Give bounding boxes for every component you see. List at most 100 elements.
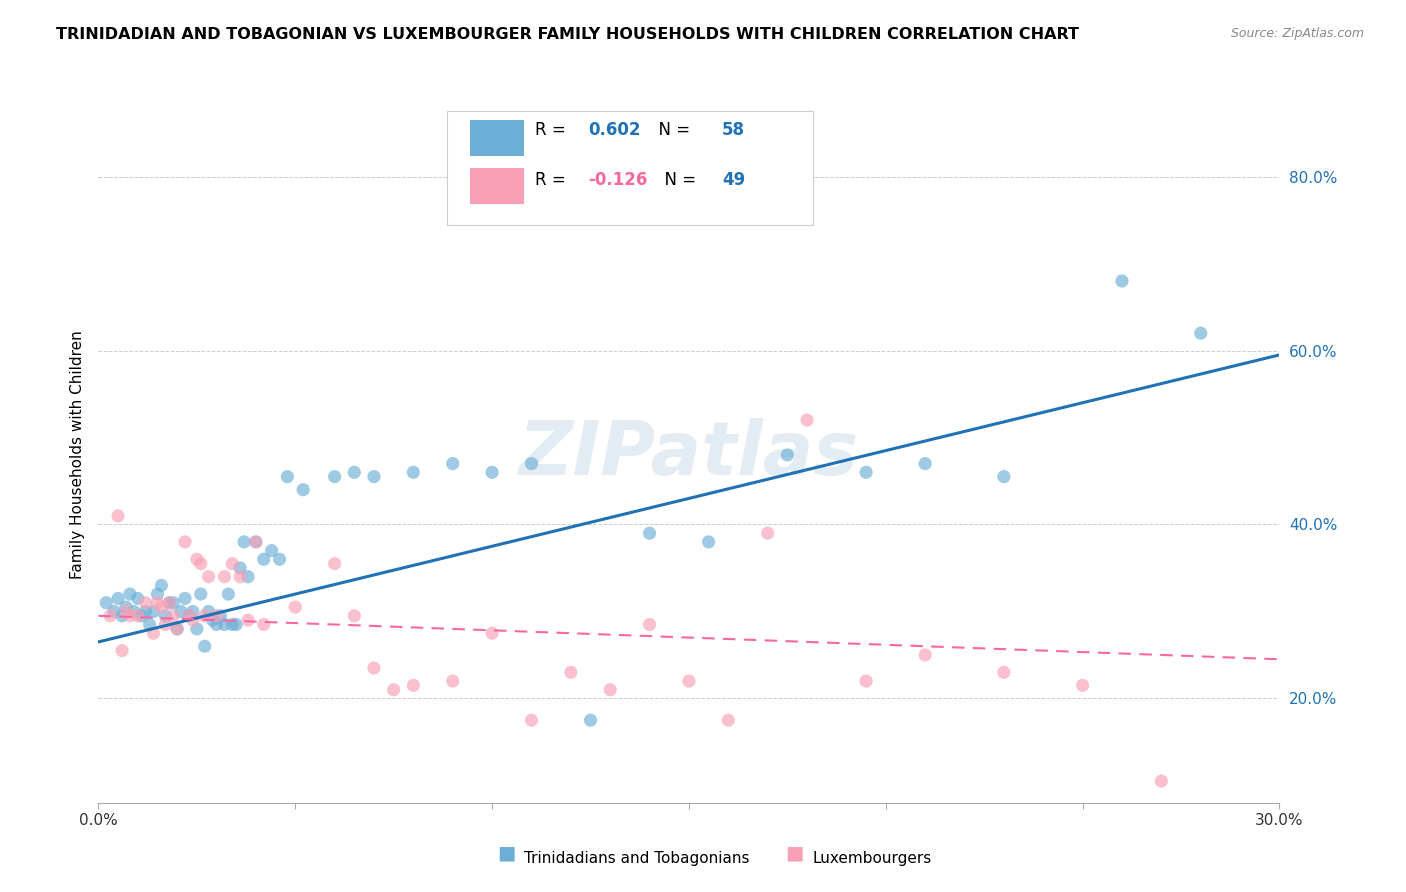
Point [214, 617, 236, 632]
Text: 49: 49 [723, 171, 745, 189]
Point [107, 508, 129, 523]
FancyBboxPatch shape [471, 120, 523, 156]
Point [520, 457, 543, 471]
Text: N =: N = [654, 171, 700, 189]
Text: -0.126: -0.126 [589, 171, 648, 189]
Point [115, 605, 138, 619]
Point [150, 600, 173, 615]
Point [993, 665, 1015, 680]
Point [96, 596, 118, 610]
Point [260, 543, 283, 558]
Point [363, 469, 385, 483]
FancyBboxPatch shape [447, 111, 813, 226]
Point [579, 713, 602, 727]
Point [127, 608, 149, 623]
Point [174, 591, 197, 606]
Point [142, 626, 165, 640]
Point [122, 605, 145, 619]
Text: Luxembourgers: Luxembourgers [813, 851, 932, 865]
Point [756, 526, 779, 541]
Text: ZIPatlas: ZIPatlas [519, 418, 859, 491]
Point [205, 617, 228, 632]
Point [343, 608, 366, 623]
Point [157, 596, 180, 610]
Point [221, 617, 243, 632]
Text: TRINIDADIAN AND TOBAGONIAN VS LUXEMBOURGER FAMILY HOUSEHOLDS WITH CHILDREN CORRE: TRINIDADIAN AND TOBAGONIAN VS LUXEMBOURG… [56, 27, 1080, 42]
Point [599, 682, 621, 697]
Point [214, 570, 236, 584]
Point [186, 622, 208, 636]
Point [993, 469, 1015, 483]
Y-axis label: Family Households with Children: Family Households with Children [69, 331, 84, 579]
Point [855, 674, 877, 689]
Point [697, 534, 720, 549]
Point [155, 617, 177, 632]
Point [678, 674, 700, 689]
Point [181, 613, 204, 627]
Point [107, 591, 129, 606]
Point [914, 457, 936, 471]
Point [190, 557, 212, 571]
Point [363, 661, 385, 675]
Point [229, 570, 252, 584]
Point [292, 483, 315, 497]
Point [855, 466, 877, 480]
Point [174, 534, 197, 549]
Point [441, 674, 464, 689]
Point [225, 617, 247, 632]
Point [217, 587, 239, 601]
Point [194, 608, 217, 623]
Point [520, 713, 543, 727]
Point [157, 596, 180, 610]
Text: R =: R = [536, 171, 571, 189]
Text: 0.602: 0.602 [589, 121, 641, 139]
Text: ■: ■ [785, 843, 804, 862]
Text: Source: ZipAtlas.com: Source: ZipAtlas.com [1230, 27, 1364, 40]
Point [638, 526, 661, 541]
Point [221, 557, 243, 571]
Point [253, 552, 276, 566]
Point [138, 617, 160, 632]
Point [1150, 774, 1173, 789]
Point [229, 561, 252, 575]
Point [98, 608, 121, 623]
Point [194, 639, 217, 653]
Point [115, 600, 138, 615]
Point [914, 648, 936, 662]
Point [186, 552, 208, 566]
Point [111, 643, 134, 657]
Point [181, 605, 204, 619]
Point [146, 596, 169, 610]
Point [150, 578, 173, 592]
Point [776, 448, 799, 462]
Point [201, 613, 224, 627]
Point [205, 608, 228, 623]
Point [1189, 326, 1212, 340]
Point [402, 678, 425, 692]
Point [162, 596, 184, 610]
Point [796, 413, 818, 427]
Point [177, 608, 200, 623]
Point [118, 587, 141, 601]
Point [481, 626, 503, 640]
Point [111, 608, 134, 623]
Point [146, 587, 169, 601]
Point [209, 608, 232, 623]
Point [236, 613, 259, 627]
Point [190, 587, 212, 601]
Point [382, 682, 405, 697]
Point [284, 600, 307, 615]
Point [135, 605, 157, 619]
Point [441, 457, 464, 471]
Text: 58: 58 [723, 121, 745, 139]
Point [236, 570, 259, 584]
Point [131, 608, 153, 623]
Text: Trinidadians and Tobagonians: Trinidadians and Tobagonians [524, 851, 749, 865]
Text: N =: N = [648, 121, 695, 139]
Point [197, 605, 219, 619]
Point [177, 608, 200, 623]
Point [323, 469, 346, 483]
Point [135, 596, 157, 610]
Point [560, 665, 582, 680]
Point [142, 605, 165, 619]
